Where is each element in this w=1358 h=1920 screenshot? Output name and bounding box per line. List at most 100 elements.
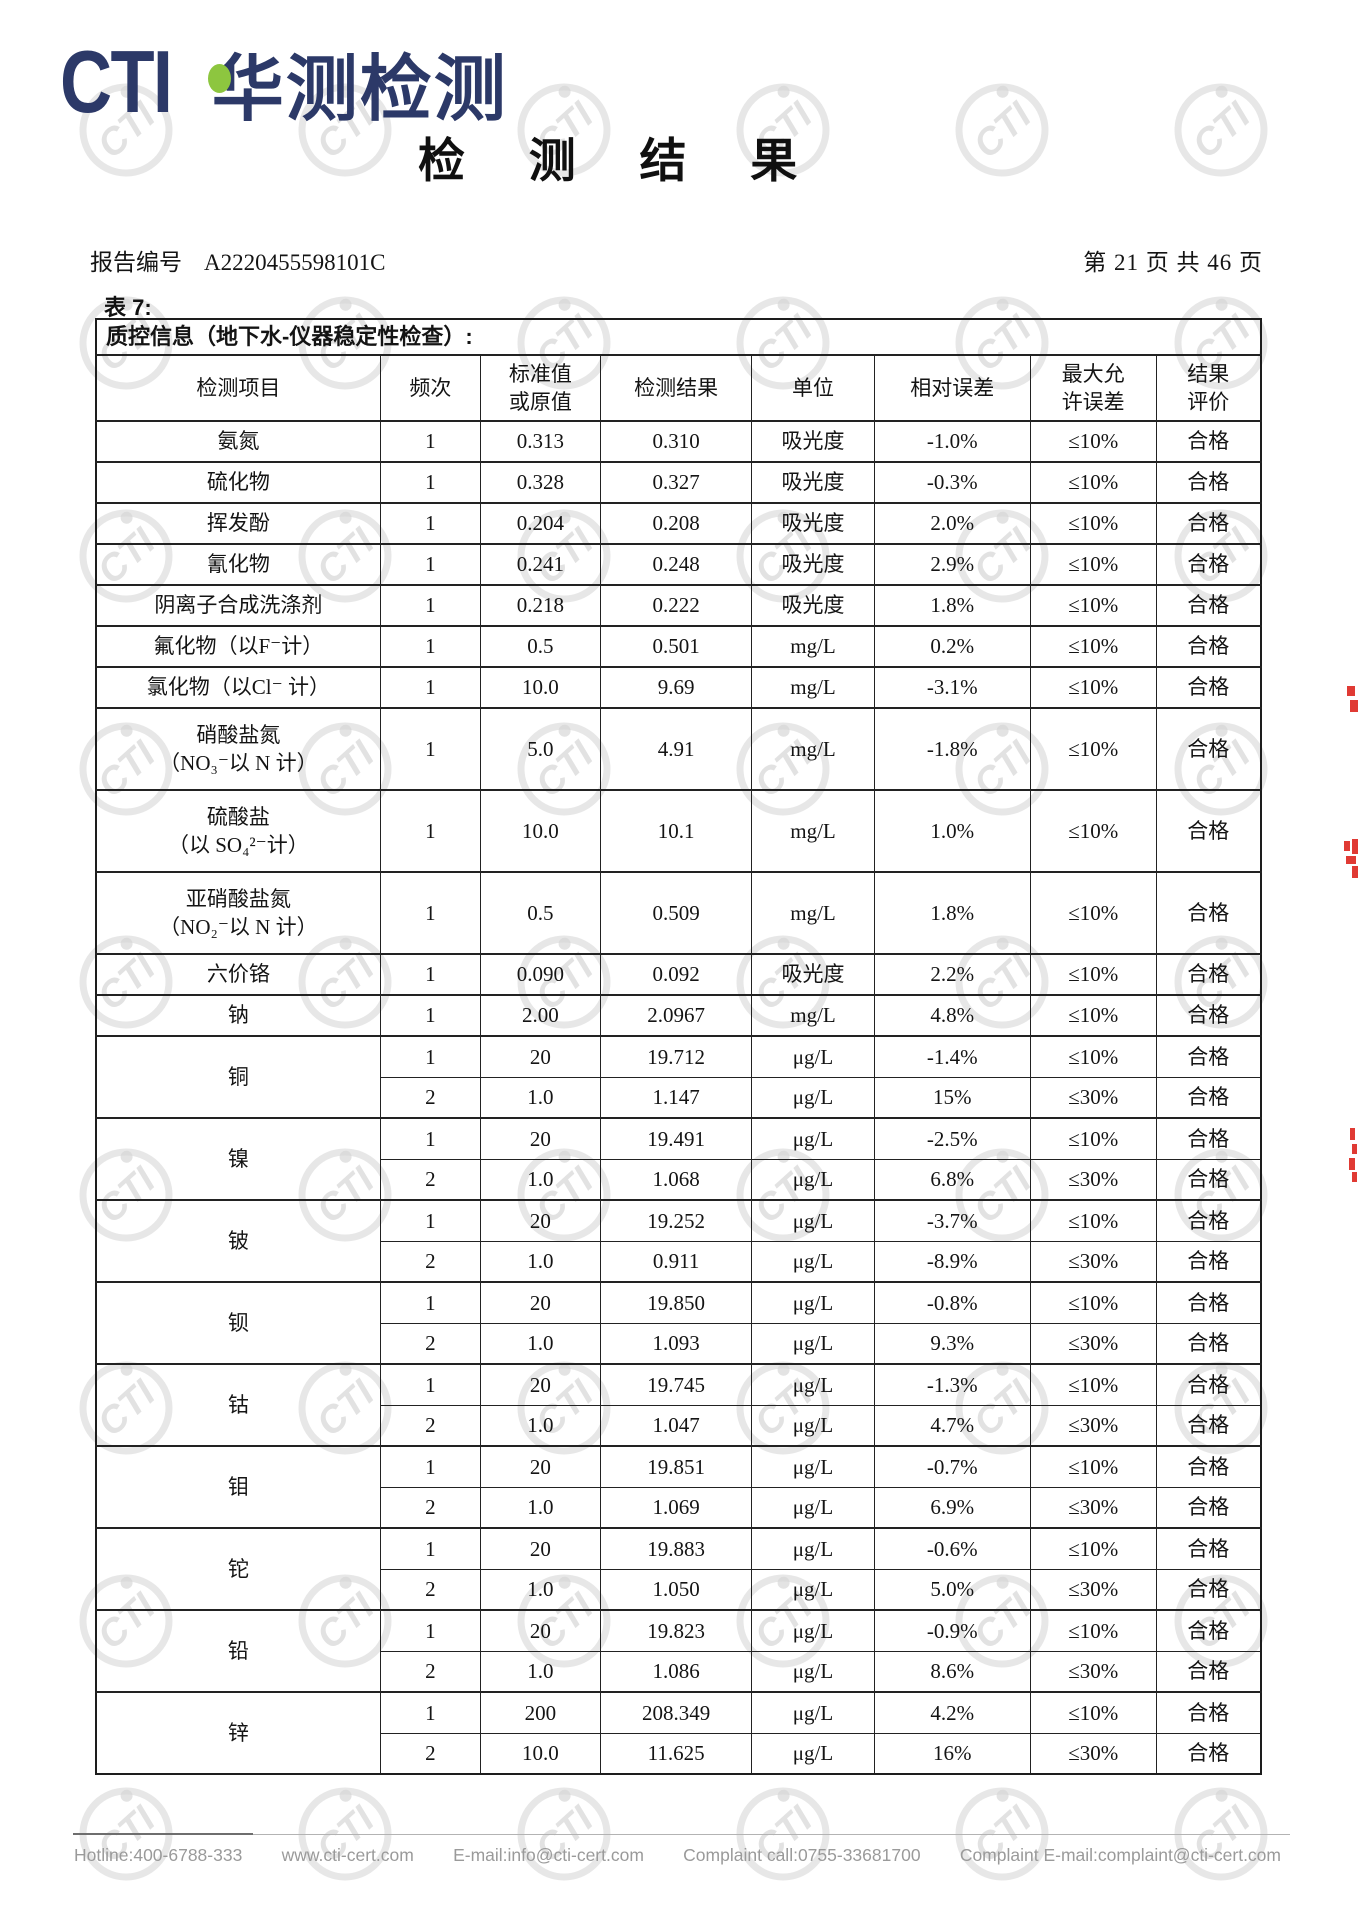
cell-standard: 20 (479, 1281, 601, 1324)
footer: Hotline:400-6788-333 www.cti-cert.com E-ma… (74, 1845, 1281, 1866)
cell-max-error: ≤10% (1029, 1527, 1157, 1570)
cell-freq: 2 (379, 1486, 481, 1529)
cti-logo-chinese: 华测检测 (211, 50, 508, 130)
cell-freq: 1 (379, 1609, 481, 1652)
cell-rel-error: 8.6% (873, 1650, 1031, 1693)
cell-rel-error: -0.3% (873, 461, 1031, 504)
table-row: 硝酸盐氮 （NO₃⁻以 N 计） 1 5.0 4.91 mg/L -1.8% ≤10% 合格 (95, 707, 1262, 791)
red-ink-mark (1352, 1144, 1357, 1154)
cell-item-name: 锌 (95, 1691, 381, 1775)
cell-max-error: ≤10% (1029, 1691, 1157, 1734)
table-row: 亚硝酸盐氮 （NO₂⁻以 N 计） 1 0.5 0.509 mg/L 1.8% ≤10% 合格 (95, 871, 1262, 955)
cell-unit: 吸光度 (751, 584, 875, 627)
table-row: 2 1.0 1.086 μg/L 8.6% ≤30% 合格 (96, 1650, 1262, 1693)
table-row: 2 1.0 0.911 μg/L -8.9% ≤30% 合格 (96, 1240, 1262, 1283)
cell-max-error: ≤30% (1029, 1322, 1157, 1365)
cell-evaluation: 合格 (1155, 1445, 1262, 1488)
cell-freq: 2 (379, 1732, 481, 1775)
cell-freq: 1 (379, 502, 481, 545)
cell-max-error: ≤10% (1029, 994, 1157, 1037)
table-header-row: 检测项目 频次 标准值 或原值 检测结果 单位 相对误差 最大允 许误差 结果 评价 (95, 354, 1262, 422)
cell-result: 0.248 (599, 543, 753, 586)
cell-standard: 1.0 (479, 1158, 601, 1201)
cell-item-name: 氯化物（以Cl⁻ 计） (95, 666, 381, 709)
cell-freq: 1 (379, 584, 481, 627)
table-row: 2 10.0 11.625 μg/L 16% ≤30% 合格 (96, 1732, 1262, 1775)
cell-rel-error: -1.8% (873, 707, 1031, 791)
cell-freq: 1 (379, 1527, 481, 1570)
cell-max-error: ≤10% (1029, 1281, 1157, 1324)
report-number-label: 报告编号 (90, 250, 182, 275)
cell-rel-error: 2.9% (873, 543, 1031, 586)
cell-freq: 2 (379, 1568, 481, 1611)
cell-max-error: ≤10% (1029, 707, 1157, 791)
column-header-1: 频次 (379, 354, 481, 422)
cell-freq: 1 (379, 789, 481, 873)
cell-standard: 0.090 (479, 953, 601, 996)
cell-result: 19.823 (599, 1609, 753, 1652)
cell-evaluation: 合格 (1155, 1691, 1262, 1734)
cell-standard: 0.204 (479, 502, 601, 545)
cell-max-error: ≤10% (1029, 1035, 1157, 1078)
cell-result: 19.883 (599, 1527, 753, 1570)
table-row: 阴离子合成洗涤剂 1 0.218 0.222 吸光度 1.8% ≤10% 合格 (95, 584, 1262, 627)
cell-standard: 0.328 (479, 461, 601, 504)
cell-freq: 1 (379, 543, 481, 586)
cell-item-name: 硫酸盐 （以 SO₄²⁻计） (95, 789, 381, 873)
cell-evaluation: 合格 (1155, 1568, 1262, 1611)
cell-max-error: ≤10% (1029, 420, 1157, 463)
cell-item-name: 铅 (95, 1609, 381, 1693)
cell-standard: 1.0 (479, 1404, 601, 1447)
cell-max-error: ≤10% (1029, 461, 1157, 504)
cell-result: 1.047 (599, 1404, 753, 1447)
column-header-7: 结果 评价 (1155, 354, 1262, 422)
table-title-row: 质控信息（地下水-仪器稳定性检查）: (95, 318, 1262, 356)
cell-max-error: ≤10% (1029, 953, 1157, 996)
cell-result: 1.093 (599, 1322, 753, 1365)
cell-rel-error: 15% (873, 1076, 1031, 1119)
table-row: 六价铬 1 0.090 0.092 吸光度 2.2% ≤10% 合格 (95, 953, 1262, 996)
cell-evaluation: 合格 (1155, 625, 1262, 668)
cell-result: 0.501 (599, 625, 753, 668)
qc-table: 质控信息（地下水-仪器稳定性检查）: 检测项目 频次 标准值 或原值 检测结果 单位 相对… (95, 318, 1262, 1775)
cell-freq: 1 (379, 1363, 481, 1406)
red-ink-mark (1346, 856, 1356, 864)
footer-item-1: www.cti-cert.com (281, 1845, 414, 1865)
cell-unit: μg/L (751, 1076, 875, 1119)
cell-freq: 1 (379, 625, 481, 668)
table-row: 氟化物（以F⁻计） 1 0.5 0.501 mg/L 0.2% ≤10% 合格 (95, 625, 1262, 668)
cell-unit: μg/L (751, 1445, 875, 1488)
column-header-4: 单位 (751, 354, 875, 422)
table-row: 锌 1 200 208.349 μg/L 4.2% ≤10% 合格 (95, 1691, 1262, 1775)
column-header-2: 标准值 或原值 (479, 354, 601, 422)
cell-evaluation: 合格 (1155, 1609, 1262, 1652)
cell-evaluation: 合格 (1155, 1732, 1262, 1775)
cell-rel-error: 16% (873, 1732, 1031, 1775)
cell-freq: 2 (379, 1158, 481, 1201)
cell-rel-error: 4.8% (873, 994, 1031, 1037)
column-header-3: 检测结果 (599, 354, 753, 422)
cell-rel-error: 1.8% (873, 871, 1031, 955)
cell-freq: 1 (379, 707, 481, 791)
cell-rel-error: 1.0% (873, 789, 1031, 873)
cell-max-error: ≤30% (1029, 1732, 1157, 1775)
page-number-info: 第 21 页 共 46 页 (1083, 250, 1263, 275)
cell-result: 1.050 (599, 1568, 753, 1611)
table-row: 氰化物 1 0.241 0.248 吸光度 2.9% ≤10% 合格 (95, 543, 1262, 586)
cell-item-name: 铊 (95, 1527, 381, 1611)
cell-rel-error: 4.2% (873, 1691, 1031, 1734)
table-row: 2 1.0 1.069 μg/L 6.9% ≤30% 合格 (96, 1486, 1262, 1529)
table-row: 氨氮 1 0.313 0.310 吸光度 -1.0% ≤10% 合格 (95, 420, 1262, 463)
cell-unit: μg/L (751, 1404, 875, 1447)
cell-evaluation: 合格 (1155, 707, 1262, 791)
red-ink-mark (1344, 841, 1350, 851)
footer-separator-line (73, 1834, 1290, 1835)
cell-unit: μg/L (751, 1486, 875, 1529)
cti-watermark-icon: CTI (944, 72, 1060, 188)
cell-rel-error: -0.7% (873, 1445, 1031, 1488)
cti-watermark-icon: CTI (1163, 72, 1279, 188)
cell-evaluation: 合格 (1155, 1650, 1262, 1693)
cell-unit: mg/L (751, 625, 875, 668)
cell-max-error: ≤10% (1029, 666, 1157, 709)
cell-item-name: 钴 (95, 1363, 381, 1447)
